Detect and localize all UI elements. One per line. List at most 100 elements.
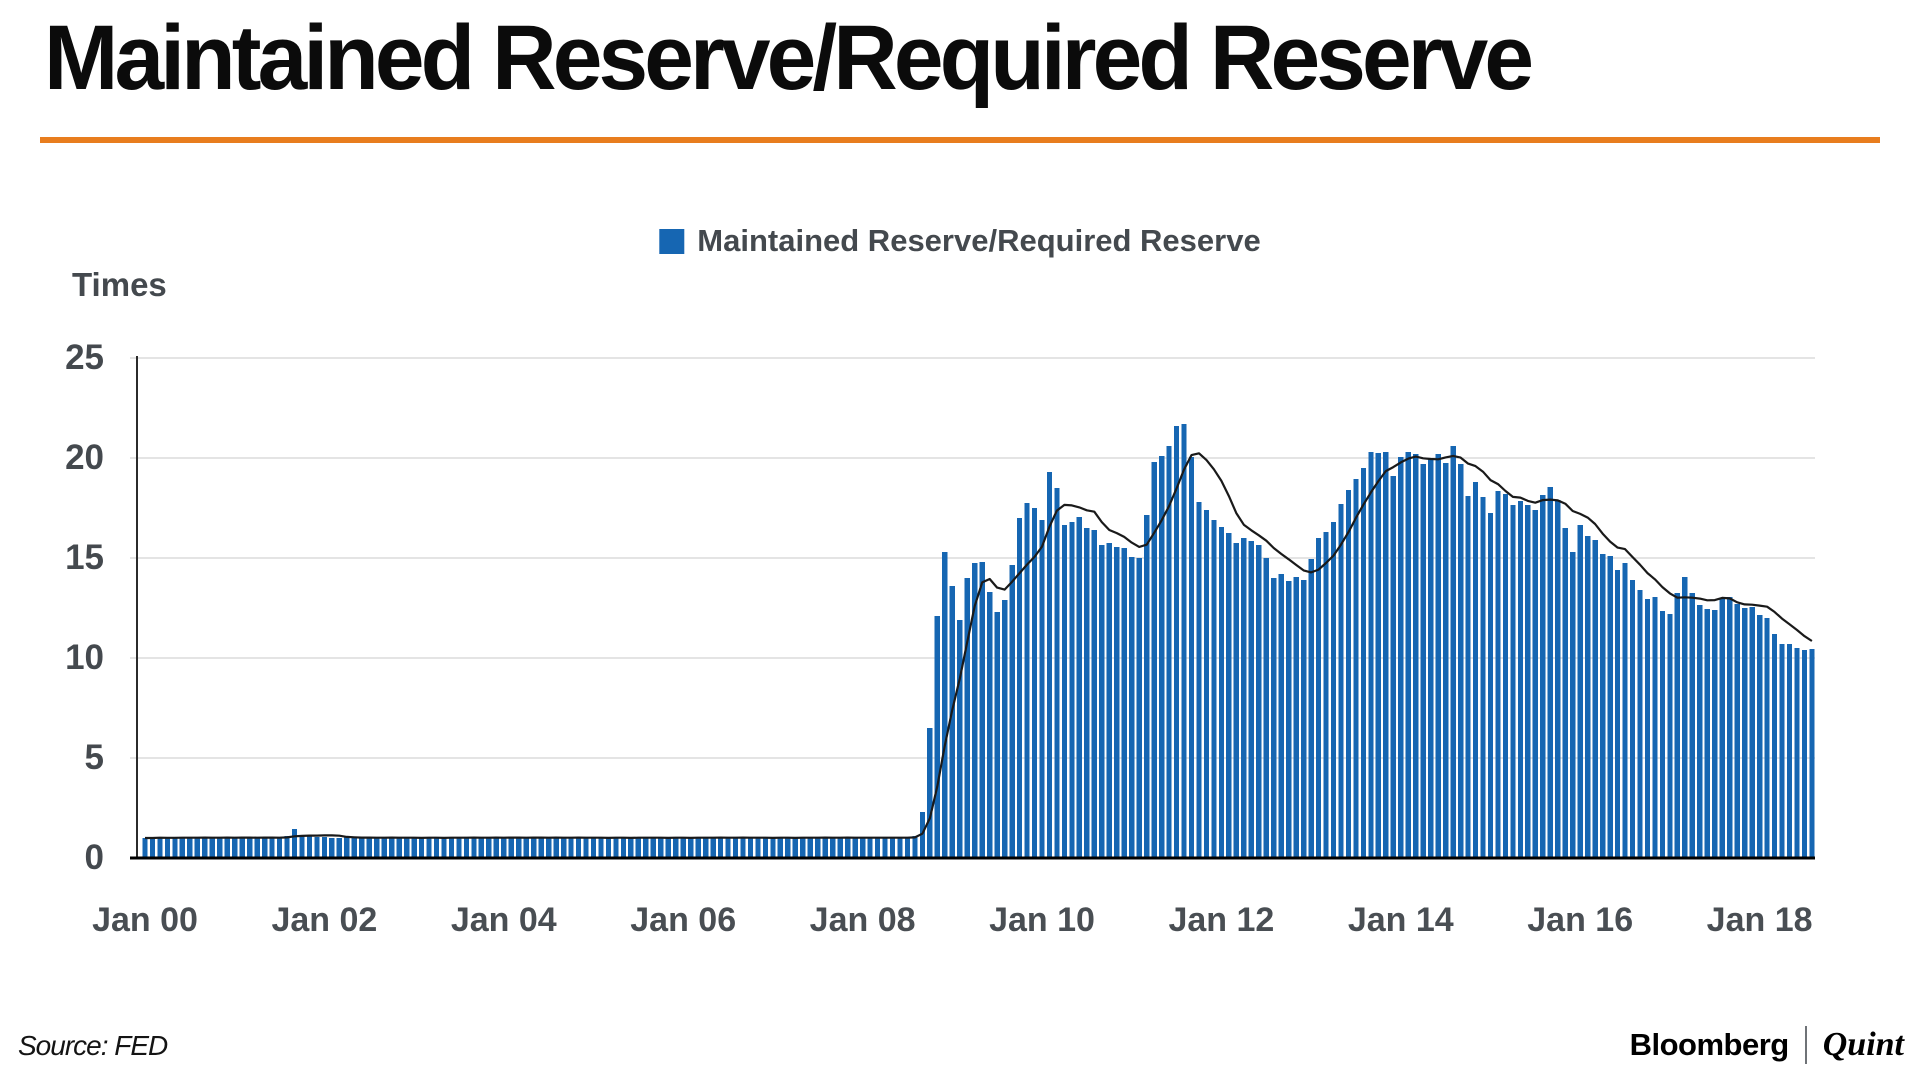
bar <box>433 838 440 858</box>
legend: Maintained Reserve/Required Reserve <box>659 223 1261 259</box>
bar <box>441 838 447 858</box>
bar <box>1196 502 1202 858</box>
bar <box>1390 476 1396 858</box>
bar <box>904 838 911 858</box>
bar <box>149 838 156 858</box>
bar <box>889 838 896 858</box>
bar <box>957 620 963 858</box>
bar <box>1151 462 1157 858</box>
bar <box>1659 611 1666 858</box>
bar <box>800 837 806 858</box>
x-tick-label: Jan 10 <box>989 901 1095 939</box>
bar <box>1809 649 1815 858</box>
y-axis-unit-label: Times <box>72 266 167 303</box>
bar <box>1674 593 1681 858</box>
bar <box>1129 557 1135 858</box>
bar <box>232 838 238 858</box>
bar <box>987 592 993 858</box>
bar <box>1637 590 1643 858</box>
bar <box>740 837 746 858</box>
bar <box>396 838 402 858</box>
brand-logo: Bloomberg Quint <box>1630 1026 1904 1064</box>
bar <box>179 837 186 858</box>
bar <box>613 837 619 858</box>
bar <box>1577 525 1583 858</box>
bar <box>261 837 268 858</box>
bar <box>702 838 709 858</box>
bar <box>254 838 260 858</box>
bar <box>1024 503 1030 858</box>
bar <box>202 837 208 858</box>
bar <box>538 838 544 858</box>
bar <box>1076 517 1083 858</box>
bar <box>523 838 529 858</box>
bar <box>1241 538 1247 858</box>
bar <box>717 837 724 858</box>
bar <box>560 838 567 858</box>
x-tick-label: Jan 18 <box>1706 901 1813 939</box>
bar <box>1480 497 1486 858</box>
x-tick-label: Jan 04 <box>450 901 557 939</box>
bar <box>1614 570 1621 858</box>
bar <box>1226 533 1232 858</box>
bar <box>1338 504 1344 858</box>
bar <box>762 838 769 858</box>
bar <box>284 836 290 858</box>
bar <box>1734 604 1740 858</box>
bar <box>1360 468 1367 858</box>
bar <box>1562 528 1568 858</box>
bar <box>486 838 492 858</box>
bar <box>389 837 395 858</box>
bar <box>321 837 328 858</box>
bar <box>1405 452 1411 858</box>
bar <box>777 837 784 858</box>
bar <box>1801 650 1808 858</box>
bar <box>620 838 627 858</box>
bar <box>964 578 970 858</box>
bar <box>187 838 193 858</box>
bar <box>1697 605 1703 858</box>
bar <box>247 838 253 858</box>
bar <box>1495 491 1501 858</box>
bloomberg-wordmark: Bloomberg <box>1629 1027 1790 1062</box>
bar <box>1682 577 1688 858</box>
bar <box>306 836 313 858</box>
bar <box>1256 545 1262 858</box>
bar <box>994 612 1000 858</box>
bar <box>732 838 739 858</box>
bar <box>194 838 200 858</box>
bar <box>1510 505 1516 858</box>
bar <box>531 837 537 858</box>
bar <box>1039 520 1045 858</box>
bar <box>859 838 866 858</box>
bar <box>471 837 477 858</box>
bar <box>1622 563 1628 858</box>
bar <box>1084 528 1090 858</box>
bar <box>269 838 275 858</box>
bar <box>1248 541 1254 858</box>
bar <box>807 838 813 858</box>
x-tick-label: Jan 14 <box>1347 901 1454 939</box>
bar <box>1599 554 1606 858</box>
y-tick-label: 25 <box>65 338 104 377</box>
bar <box>1218 527 1225 858</box>
bar <box>1532 510 1538 858</box>
bar <box>351 838 357 858</box>
bar <box>1345 490 1352 858</box>
bar <box>1525 505 1531 858</box>
bar <box>688 838 694 858</box>
bar <box>1413 454 1419 858</box>
brand-divider <box>1804 1026 1807 1064</box>
bar <box>508 837 514 858</box>
bar <box>478 838 485 858</box>
bar <box>1652 597 1658 858</box>
bar <box>493 837 499 858</box>
bar <box>747 838 754 858</box>
bar <box>1756 615 1763 858</box>
bar <box>650 838 656 858</box>
bar <box>673 837 679 858</box>
bar <box>1054 488 1060 858</box>
y-tick-label: 5 <box>84 738 104 777</box>
bar <box>1061 525 1068 858</box>
bar <box>575 837 582 858</box>
